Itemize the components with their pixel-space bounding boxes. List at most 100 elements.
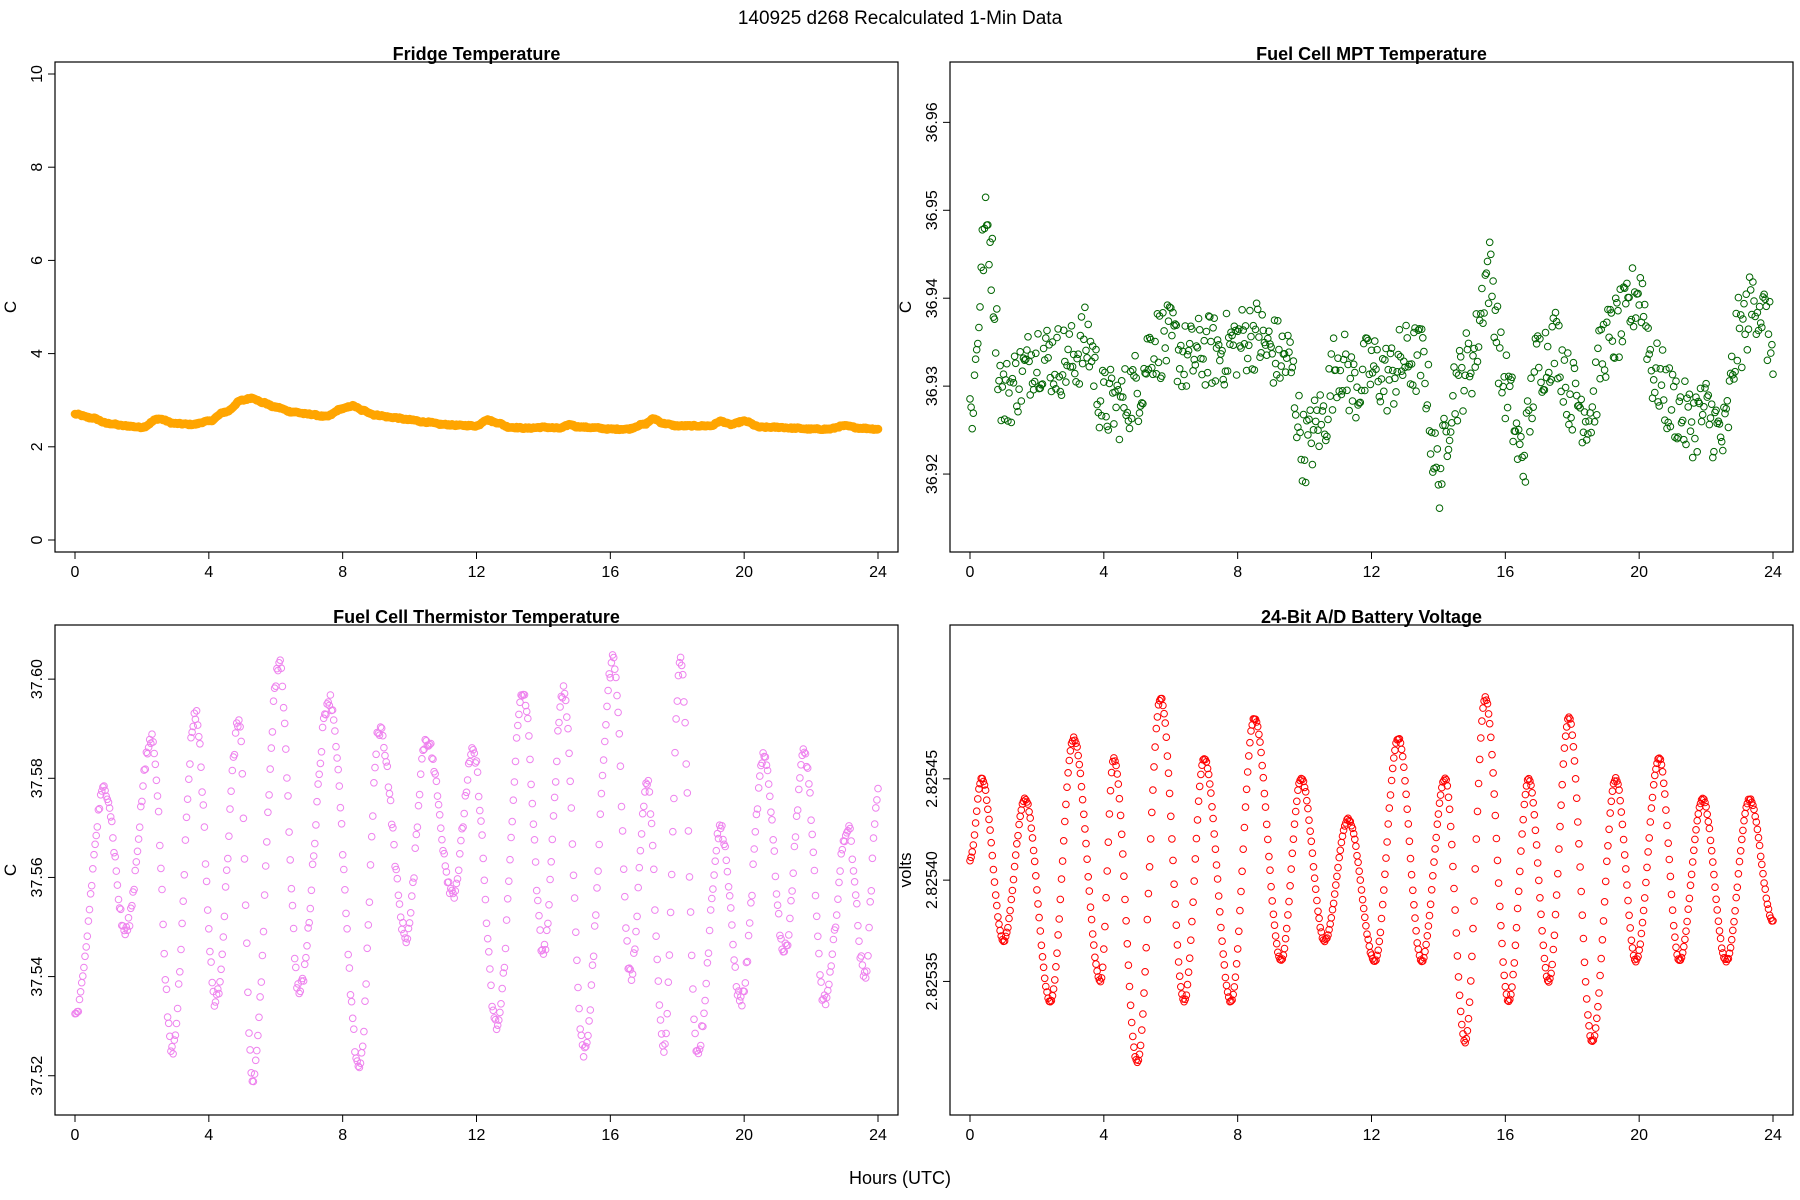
data-point [1731,907,1739,915]
data-point [1740,299,1748,308]
data-point [390,840,398,849]
data-point [1152,724,1161,733]
data-point [379,731,387,740]
data-point [1528,789,1536,797]
data-point [1681,377,1689,386]
data-point [461,792,470,800]
data-point [1362,922,1370,930]
data-point [1073,743,1081,751]
data-point [1146,335,1155,344]
data-point [1421,947,1429,956]
data-point [1010,352,1019,361]
data-point [735,997,744,1005]
data-point [1717,437,1726,446]
data-point [1704,391,1713,400]
data-point [188,728,196,737]
data-point [288,901,297,910]
data-point [1651,388,1659,397]
data-point [182,813,191,822]
data-point [1730,917,1738,926]
data-point [1639,312,1648,321]
data-point [1187,936,1195,945]
data-point [1173,377,1182,386]
data-point [469,746,478,754]
data-point [1374,946,1382,955]
data-point [1769,917,1777,925]
data-point [1172,921,1181,930]
data-point [432,777,441,786]
data-point [485,948,493,956]
data-point [1325,925,1333,934]
data-point [762,761,771,770]
data-point [1749,801,1757,810]
data-point [1088,930,1097,938]
data-point [1043,326,1051,335]
data-point [1429,872,1437,880]
data-point [263,838,271,846]
data-point [605,670,614,678]
data-point [1768,340,1776,349]
data-point [227,787,235,796]
data-point [1265,852,1273,861]
y-tick-label: 8 [29,163,46,172]
data-point [837,850,846,858]
data-point [1346,817,1355,826]
y-tick-label: 4 [29,349,46,358]
data-point [1559,398,1568,406]
data-point [1138,1026,1146,1034]
panel-battery-voltage: 24-Bit A/D Battery Voltage volts 0 4 8 12 16… [896,607,1794,1144]
data-point [1366,380,1375,389]
data-point [966,395,974,403]
data-point [1241,322,1250,330]
data-point [1304,804,1312,813]
data-point [1503,403,1512,412]
data-point [1581,978,1590,986]
data-point [239,814,248,823]
data-point [1032,872,1040,880]
data-point [1178,382,1186,391]
data-point [631,945,639,954]
data-point [1628,944,1637,952]
data-point [1642,878,1650,887]
y-tick-label: 2 [29,442,46,451]
data-point [1511,941,1520,950]
data-point [1372,365,1380,374]
data-point [1228,996,1236,1004]
data-point [1327,350,1336,358]
data-point [1257,748,1265,757]
data-point [1688,858,1697,866]
data-point [1643,355,1651,364]
data-point [306,904,315,913]
data-point [1603,857,1611,866]
data-point [1615,786,1623,794]
data-point [1246,738,1254,747]
data-point [1432,833,1440,842]
data-point [125,922,134,930]
data-point [1692,826,1700,834]
data-point [789,869,798,878]
data-point [970,831,979,839]
data-point [585,1017,593,1025]
data-point [1412,387,1420,396]
data-point [1103,422,1111,431]
data-point [482,919,491,928]
data-point [89,865,97,873]
data-point [305,918,314,927]
data-point [1570,364,1579,373]
panel-title: Fuel Cell Thermistor Temperature [333,607,620,627]
data-point [1487,250,1495,259]
data-point [749,860,757,869]
x-tick-label: 24 [869,1127,887,1144]
data-point [1552,317,1561,326]
x-tick-label: 20 [1630,564,1648,581]
data-point [511,757,520,766]
data-point [1552,891,1561,899]
data-points [70,393,883,435]
data-point [1322,436,1330,445]
data-point [752,810,761,819]
data-point [1192,342,1201,350]
data-point [358,1042,367,1051]
data-point [1139,1010,1147,1018]
data-point [1047,996,1056,1005]
